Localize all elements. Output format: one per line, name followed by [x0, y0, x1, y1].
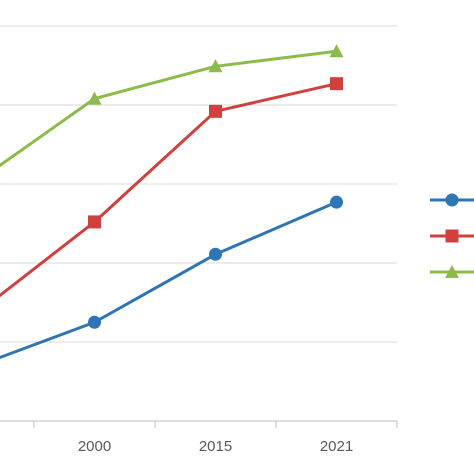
series-line — [0, 49, 337, 168]
legend-marker — [445, 229, 459, 243]
data-point — [209, 247, 222, 261]
x-tick-label: 2021 — [320, 438, 353, 455]
data-point — [88, 215, 101, 229]
series-line — [0, 200, 338, 360]
data-point — [87, 91, 102, 105]
data-point — [209, 104, 222, 118]
data-point — [330, 195, 343, 209]
data-point — [329, 44, 344, 58]
data-point — [88, 315, 101, 329]
data-point — [208, 59, 223, 73]
x-tick-label: 2000 — [78, 438, 111, 455]
x-tick-label: 2015 — [199, 438, 232, 455]
legend-marker — [445, 193, 459, 207]
legend-marker — [445, 265, 459, 278]
data-point — [330, 77, 343, 91]
series-line — [0, 82, 337, 298]
